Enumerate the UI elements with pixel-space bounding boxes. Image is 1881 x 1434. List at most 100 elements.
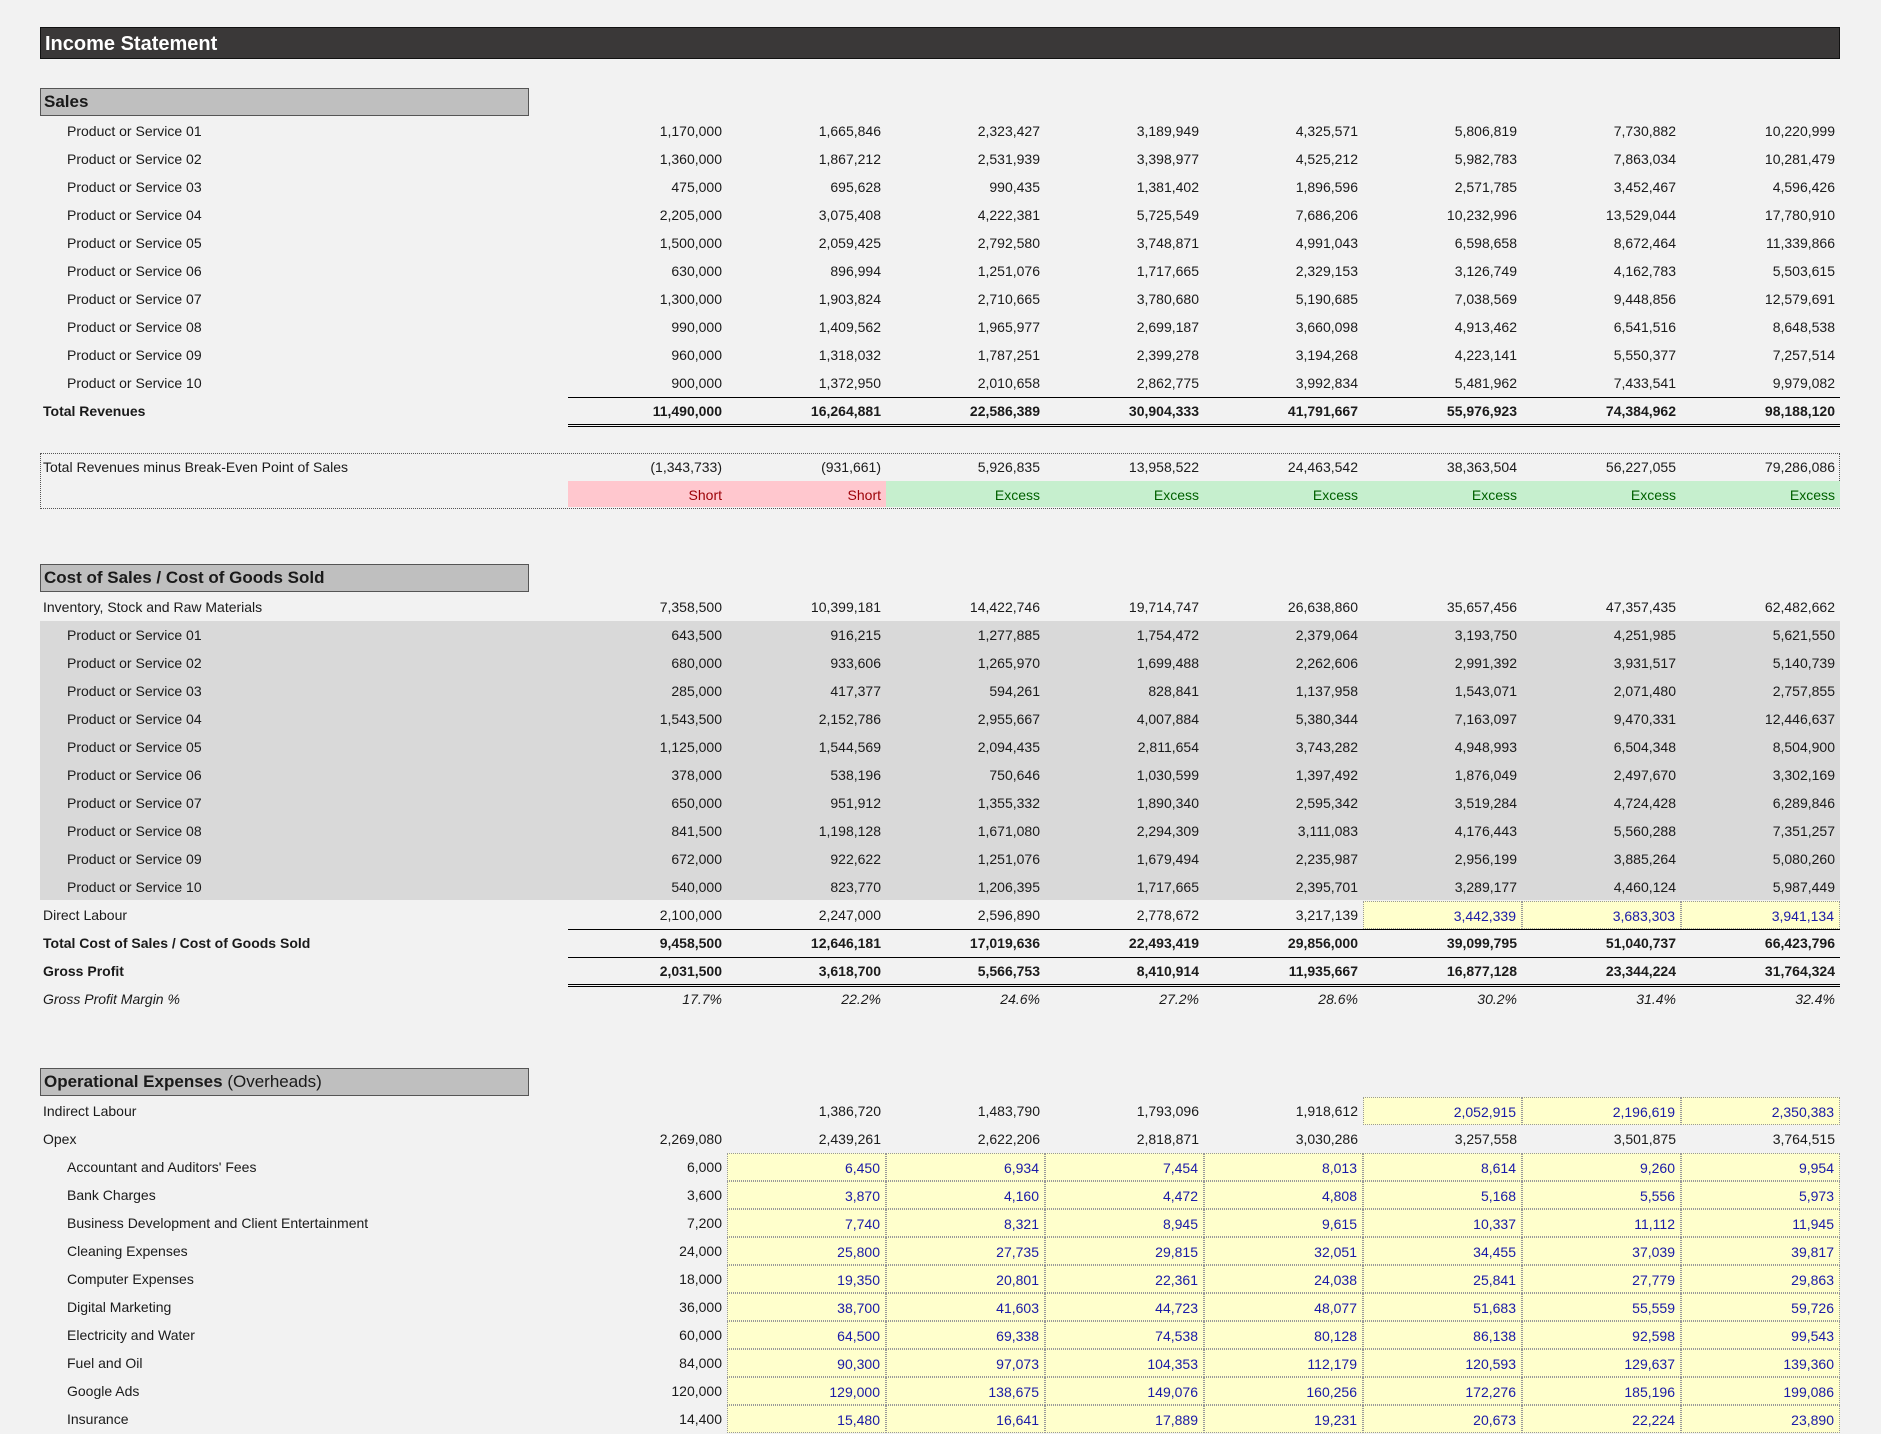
input-cell[interactable]: 48,077 — [1204, 1293, 1363, 1321]
input-cell[interactable]: 51,683 — [1363, 1293, 1522, 1321]
input-cell[interactable]: 10,337 — [1363, 1209, 1522, 1237]
cogs-row: Product or Service 08 841,500 1,198,128 1,6… — [40, 817, 1840, 845]
value-cell: 1,717,665 — [1136, 879, 1199, 895]
input-cell[interactable]: 20,801 — [886, 1265, 1045, 1293]
input-cell[interactable]: 11,945 — [1681, 1209, 1840, 1237]
input-cell[interactable]: 185,196 — [1522, 1377, 1681, 1405]
input-cell[interactable]: 3,683,303 — [1522, 901, 1681, 929]
input-cell[interactable]: 129,000 — [727, 1377, 886, 1405]
value-cell: 1,030,599 — [1136, 767, 1199, 783]
value-cell: 680,000 — [671, 655, 722, 671]
input-cell[interactable]: 86,138 — [1363, 1321, 1522, 1349]
input-cell[interactable]: 99,543 — [1681, 1321, 1840, 1349]
input-cell[interactable]: 17,889 — [1045, 1405, 1204, 1433]
input-cell[interactable]: 104,353 — [1045, 1349, 1204, 1377]
input-cell[interactable]: 4,472 — [1045, 1181, 1204, 1209]
value-cell: 1,500,000 — [659, 235, 722, 251]
input-cell[interactable]: 3,442,339 — [1363, 901, 1522, 929]
input-cell[interactable]: 74,538 — [1045, 1321, 1204, 1349]
opex-item-row: Digital Marketing 36,000 38,700 41,603 44,72… — [40, 1293, 1840, 1321]
input-cell[interactable]: 97,073 — [886, 1349, 1045, 1377]
input-cell[interactable]: 38,700 — [727, 1293, 886, 1321]
value-cell: 24,000 — [679, 1243, 722, 1259]
value-cell: 8,648,538 — [1772, 319, 1835, 335]
input-cell[interactable]: 19,231 — [1204, 1405, 1363, 1433]
input-cell[interactable]: 64,500 — [727, 1321, 886, 1349]
input-cell[interactable]: 9,954 — [1681, 1153, 1840, 1181]
value-cell: 2,235,987 — [1295, 851, 1358, 867]
row-label: Fuel and Oil — [67, 1355, 143, 1371]
input-cell[interactable]: 4,808 — [1204, 1181, 1363, 1209]
input-cell[interactable]: 149,076 — [1045, 1377, 1204, 1405]
input-cell[interactable]: 160,256 — [1204, 1377, 1363, 1405]
input-cell[interactable]: 19,350 — [727, 1265, 886, 1293]
input-cell[interactable]: 37,039 — [1522, 1237, 1681, 1265]
input-cell[interactable]: 5,168 — [1363, 1181, 1522, 1209]
input-cell[interactable]: 6,934 — [886, 1153, 1045, 1181]
input-cell[interactable]: 59,726 — [1681, 1293, 1840, 1321]
value-cell: 8,672,464 — [1613, 235, 1676, 251]
input-cell[interactable]: 3,941,134 — [1681, 901, 1840, 929]
input-cell[interactable]: 129,637 — [1522, 1349, 1681, 1377]
input-cell[interactable]: 3,870 — [727, 1181, 886, 1209]
value-cell: 1,717,665 — [1136, 263, 1199, 279]
input-cell[interactable]: 112,179 — [1204, 1349, 1363, 1377]
input-cell[interactable]: 22,361 — [1045, 1265, 1204, 1293]
input-cell[interactable]: 55,559 — [1522, 1293, 1681, 1321]
value-cell: 3,075,408 — [818, 207, 881, 223]
input-cell[interactable]: 69,338 — [886, 1321, 1045, 1349]
input-cell[interactable]: 120,593 — [1363, 1349, 1522, 1377]
input-cell[interactable]: 27,779 — [1522, 1265, 1681, 1293]
input-cell[interactable]: 90,300 — [727, 1349, 886, 1377]
value-cell: 2,818,871 — [1136, 1131, 1199, 1147]
input-cell[interactable]: 16,641 — [886, 1405, 1045, 1433]
value-cell: 4,724,428 — [1613, 795, 1676, 811]
input-cell[interactable]: 27,735 — [886, 1237, 1045, 1265]
value-cell: 11,339,866 — [1765, 235, 1835, 251]
row-label: Product or Service 06 — [67, 263, 202, 279]
input-cell[interactable]: 199,086 — [1681, 1377, 1840, 1405]
input-cell[interactable]: 9,260 — [1522, 1153, 1681, 1181]
input-cell[interactable]: 8,614 — [1363, 1153, 1522, 1181]
input-cell[interactable]: 2,052,915 — [1363, 1097, 1522, 1125]
input-cell[interactable]: 8,321 — [886, 1209, 1045, 1237]
input-cell[interactable]: 2,196,619 — [1522, 1097, 1681, 1125]
input-cell[interactable]: 22,224 — [1522, 1405, 1681, 1433]
input-cell[interactable]: 7,740 — [727, 1209, 886, 1237]
input-cell[interactable]: 9,615 — [1204, 1209, 1363, 1237]
input-cell[interactable]: 23,890 — [1681, 1405, 1840, 1433]
input-cell[interactable]: 172,276 — [1363, 1377, 1522, 1405]
input-cell[interactable]: 5,973 — [1681, 1181, 1840, 1209]
input-cell[interactable]: 20,673 — [1363, 1405, 1522, 1433]
input-cell[interactable]: 34,455 — [1363, 1237, 1522, 1265]
input-cell[interactable]: 139,360 — [1681, 1349, 1840, 1377]
input-cell[interactable]: 138,675 — [886, 1377, 1045, 1405]
input-cell[interactable]: 92,598 — [1522, 1321, 1681, 1349]
input-cell[interactable]: 8,945 — [1045, 1209, 1204, 1237]
cogs-row: Product or Service 06 378,000 538,196 750,6… — [40, 761, 1840, 789]
input-cell[interactable]: 24,038 — [1204, 1265, 1363, 1293]
input-cell[interactable]: 41,603 — [886, 1293, 1045, 1321]
input-cell[interactable]: 80,128 — [1204, 1321, 1363, 1349]
input-cell[interactable]: 15,480 — [727, 1405, 886, 1433]
input-cell[interactable]: 39,817 — [1681, 1237, 1840, 1265]
input-cell[interactable]: 25,800 — [727, 1237, 886, 1265]
input-cell[interactable]: 7,454 — [1045, 1153, 1204, 1181]
input-cell[interactable]: 29,815 — [1045, 1237, 1204, 1265]
input-cell[interactable]: 29,863 — [1681, 1265, 1840, 1293]
input-cell[interactable]: 11,112 — [1522, 1209, 1681, 1237]
input-cell[interactable]: 8,013 — [1204, 1153, 1363, 1181]
row-label: Product or Service 03 — [67, 683, 202, 699]
value-cell: 3,519,284 — [1454, 795, 1517, 811]
value-cell: 11,490,000 — [652, 403, 722, 419]
input-cell[interactable]: 32,051 — [1204, 1237, 1363, 1265]
value-cell: 933,606 — [830, 655, 881, 671]
input-cell[interactable]: 5,556 — [1522, 1181, 1681, 1209]
input-cell[interactable]: 4,160 — [886, 1181, 1045, 1209]
input-cell[interactable]: 44,723 — [1045, 1293, 1204, 1321]
value-cell: 18,000 — [679, 1271, 722, 1287]
input-cell[interactable]: 6,450 — [727, 1153, 886, 1181]
input-cell[interactable]: 2,350,383 — [1681, 1097, 1840, 1125]
input-cell[interactable]: 25,841 — [1363, 1265, 1522, 1293]
value-cell: 540,000 — [671, 879, 722, 895]
